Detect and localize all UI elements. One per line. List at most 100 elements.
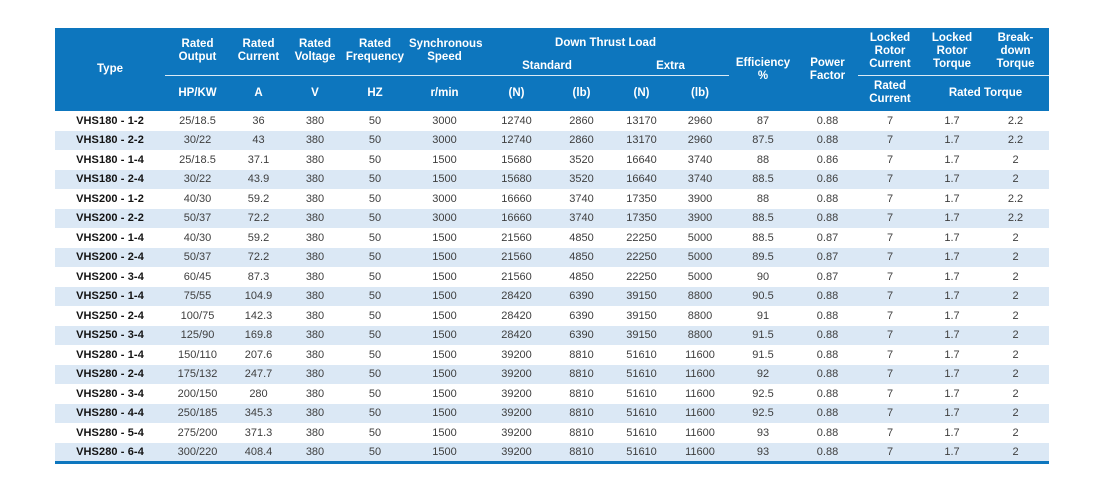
value-cell: 2 xyxy=(1012,309,1019,322)
value-cell: 88.5 xyxy=(752,231,774,244)
value-cell: 6390 xyxy=(569,309,594,322)
table-body: VHS180 - 1-2 25/18.5 36 380 50 3000 12740 2860 1… xyxy=(55,111,1049,462)
table-row: VHS280 - 2-4 175/132 247.7 380 50 1500 39200 88… xyxy=(55,364,1049,384)
value-cell: 40/30 xyxy=(183,231,212,244)
value-cell: 11600 xyxy=(685,387,715,400)
value-cell: 39200 xyxy=(501,368,532,381)
value-cell: 1.7 xyxy=(944,270,960,283)
value-cell: 2 xyxy=(1012,329,1019,342)
value-cell: 1.7 xyxy=(944,348,960,361)
value-cell: 1500 xyxy=(432,251,457,264)
value-cell: 21560 xyxy=(501,231,532,244)
value-cell: 2 xyxy=(1012,348,1019,361)
value-cell: 380 xyxy=(305,134,325,147)
value-cell: 275/200 xyxy=(177,426,218,439)
value-cell: 380 xyxy=(305,153,325,166)
value-cell: 0.88 xyxy=(816,309,839,322)
value-cell: 88.5 xyxy=(752,212,774,225)
value-cell: 39200 xyxy=(501,348,532,361)
type-cell: VHS280 - 3-4 xyxy=(76,387,144,400)
value-cell: 39150 xyxy=(626,309,657,322)
unit-speed: r/min xyxy=(407,75,482,111)
value-cell: 247.7 xyxy=(244,368,273,381)
table-row: VHS280 - 6-4 300/220 408.4 380 50 1500 39200 88… xyxy=(55,442,1049,462)
value-cell: 39200 xyxy=(501,445,532,458)
value-cell: 1500 xyxy=(432,309,457,322)
value-cell: 51610 xyxy=(626,426,657,439)
value-cell: 15680 xyxy=(501,173,532,186)
value-cell: 345.3 xyxy=(244,407,273,420)
table-row: VHS250 - 2-4 100/75 142.3 380 50 1500 28420 639… xyxy=(55,306,1049,326)
value-cell: 1.7 xyxy=(944,445,960,458)
value-cell: 380 xyxy=(305,114,325,127)
col-header-rated-voltage: Rated Voltage xyxy=(287,28,343,76)
value-cell: 380 xyxy=(305,445,325,458)
col-header-power-factor: Power Factor xyxy=(797,28,858,111)
unit-extra-n: (N) xyxy=(612,75,671,111)
value-cell: 91.5 xyxy=(752,348,774,361)
value-cell: 8800 xyxy=(687,329,713,342)
value-cell: 2 xyxy=(1012,368,1019,381)
value-cell: 39200 xyxy=(501,387,532,400)
col-header-efficiency: Efficiency % xyxy=(729,28,797,111)
value-cell: 93 xyxy=(756,426,770,439)
value-cell: 50 xyxy=(368,426,382,439)
table-row: VHS250 - 3-4 125/90 169.8 380 50 1500 28420 639… xyxy=(55,325,1049,345)
value-cell: 43 xyxy=(252,134,265,147)
value-cell: 87.3 xyxy=(247,270,270,283)
value-cell: 2 xyxy=(1012,387,1019,400)
value-cell: 3000 xyxy=(432,212,457,225)
value-cell: 2.2 xyxy=(1007,212,1024,225)
type-cell: VHS250 - 2-4 xyxy=(76,309,144,322)
type-cell: VHS250 - 3-4 xyxy=(76,329,144,342)
table-row: VHS180 - 1-2 25/18.5 36 380 50 3000 12740 2860 1… xyxy=(55,111,1049,131)
value-cell: 0.88 xyxy=(816,212,839,225)
value-cell: 50 xyxy=(368,407,382,420)
unit-standard-lb: (lb) xyxy=(551,75,612,111)
value-cell: 104.9 xyxy=(244,290,273,303)
value-cell: 142.3 xyxy=(244,309,273,322)
value-cell: 1.7 xyxy=(944,114,960,127)
table-row: VHS200 - 1-4 40/30 59.2 380 50 1500 21560 4850 2… xyxy=(55,228,1049,248)
value-cell: 380 xyxy=(305,368,325,381)
value-cell: 1.7 xyxy=(944,407,960,420)
value-cell: 50 xyxy=(368,309,382,322)
value-cell: 0.88 xyxy=(816,290,839,303)
value-cell: 1.7 xyxy=(944,251,960,264)
value-cell: 380 xyxy=(305,231,325,244)
value-cell: 13170 xyxy=(626,134,657,147)
value-cell: 380 xyxy=(305,387,325,400)
col-header-type: Type xyxy=(55,28,165,111)
value-cell: 88 xyxy=(756,192,770,205)
table-row: VHS200 - 2-2 50/37 72.2 380 50 3000 16660 3740 1… xyxy=(55,208,1049,228)
value-cell: 22250 xyxy=(626,231,657,244)
value-cell: 0.88 xyxy=(816,192,839,205)
value-cell: 1.7 xyxy=(944,387,960,400)
value-cell: 8810 xyxy=(569,348,594,361)
value-cell: 0.86 xyxy=(816,153,839,166)
value-cell: 150/110 xyxy=(178,348,217,361)
value-cell: 1.7 xyxy=(944,192,960,205)
value-cell: 50 xyxy=(368,231,382,244)
value-cell: 1.7 xyxy=(944,309,960,322)
unit-voltage: V xyxy=(287,75,343,111)
value-cell: 50 xyxy=(368,134,382,147)
value-cell: 0.88 xyxy=(816,329,839,342)
value-cell: 16640 xyxy=(626,173,657,186)
value-cell: 51610 xyxy=(626,407,657,420)
value-cell: 7 xyxy=(886,426,894,439)
value-cell: 2 xyxy=(1012,251,1019,264)
value-cell: 6390 xyxy=(569,329,594,342)
value-cell: 7 xyxy=(886,309,894,322)
value-cell: 7 xyxy=(886,270,894,283)
value-cell: 280 xyxy=(249,387,268,400)
value-cell: 75/55 xyxy=(183,290,212,303)
table-header: Type Rated Output Rated Current Rated Vo… xyxy=(55,28,1049,111)
value-cell: 380 xyxy=(305,407,325,420)
value-cell: 1.7 xyxy=(944,212,960,225)
value-cell: 5000 xyxy=(687,251,713,264)
value-cell: 87.5 xyxy=(752,134,774,147)
value-cell: 89.5 xyxy=(752,251,774,264)
value-cell: 11600 xyxy=(685,348,715,361)
type-cell: VHS200 - 2-2 xyxy=(76,212,144,225)
